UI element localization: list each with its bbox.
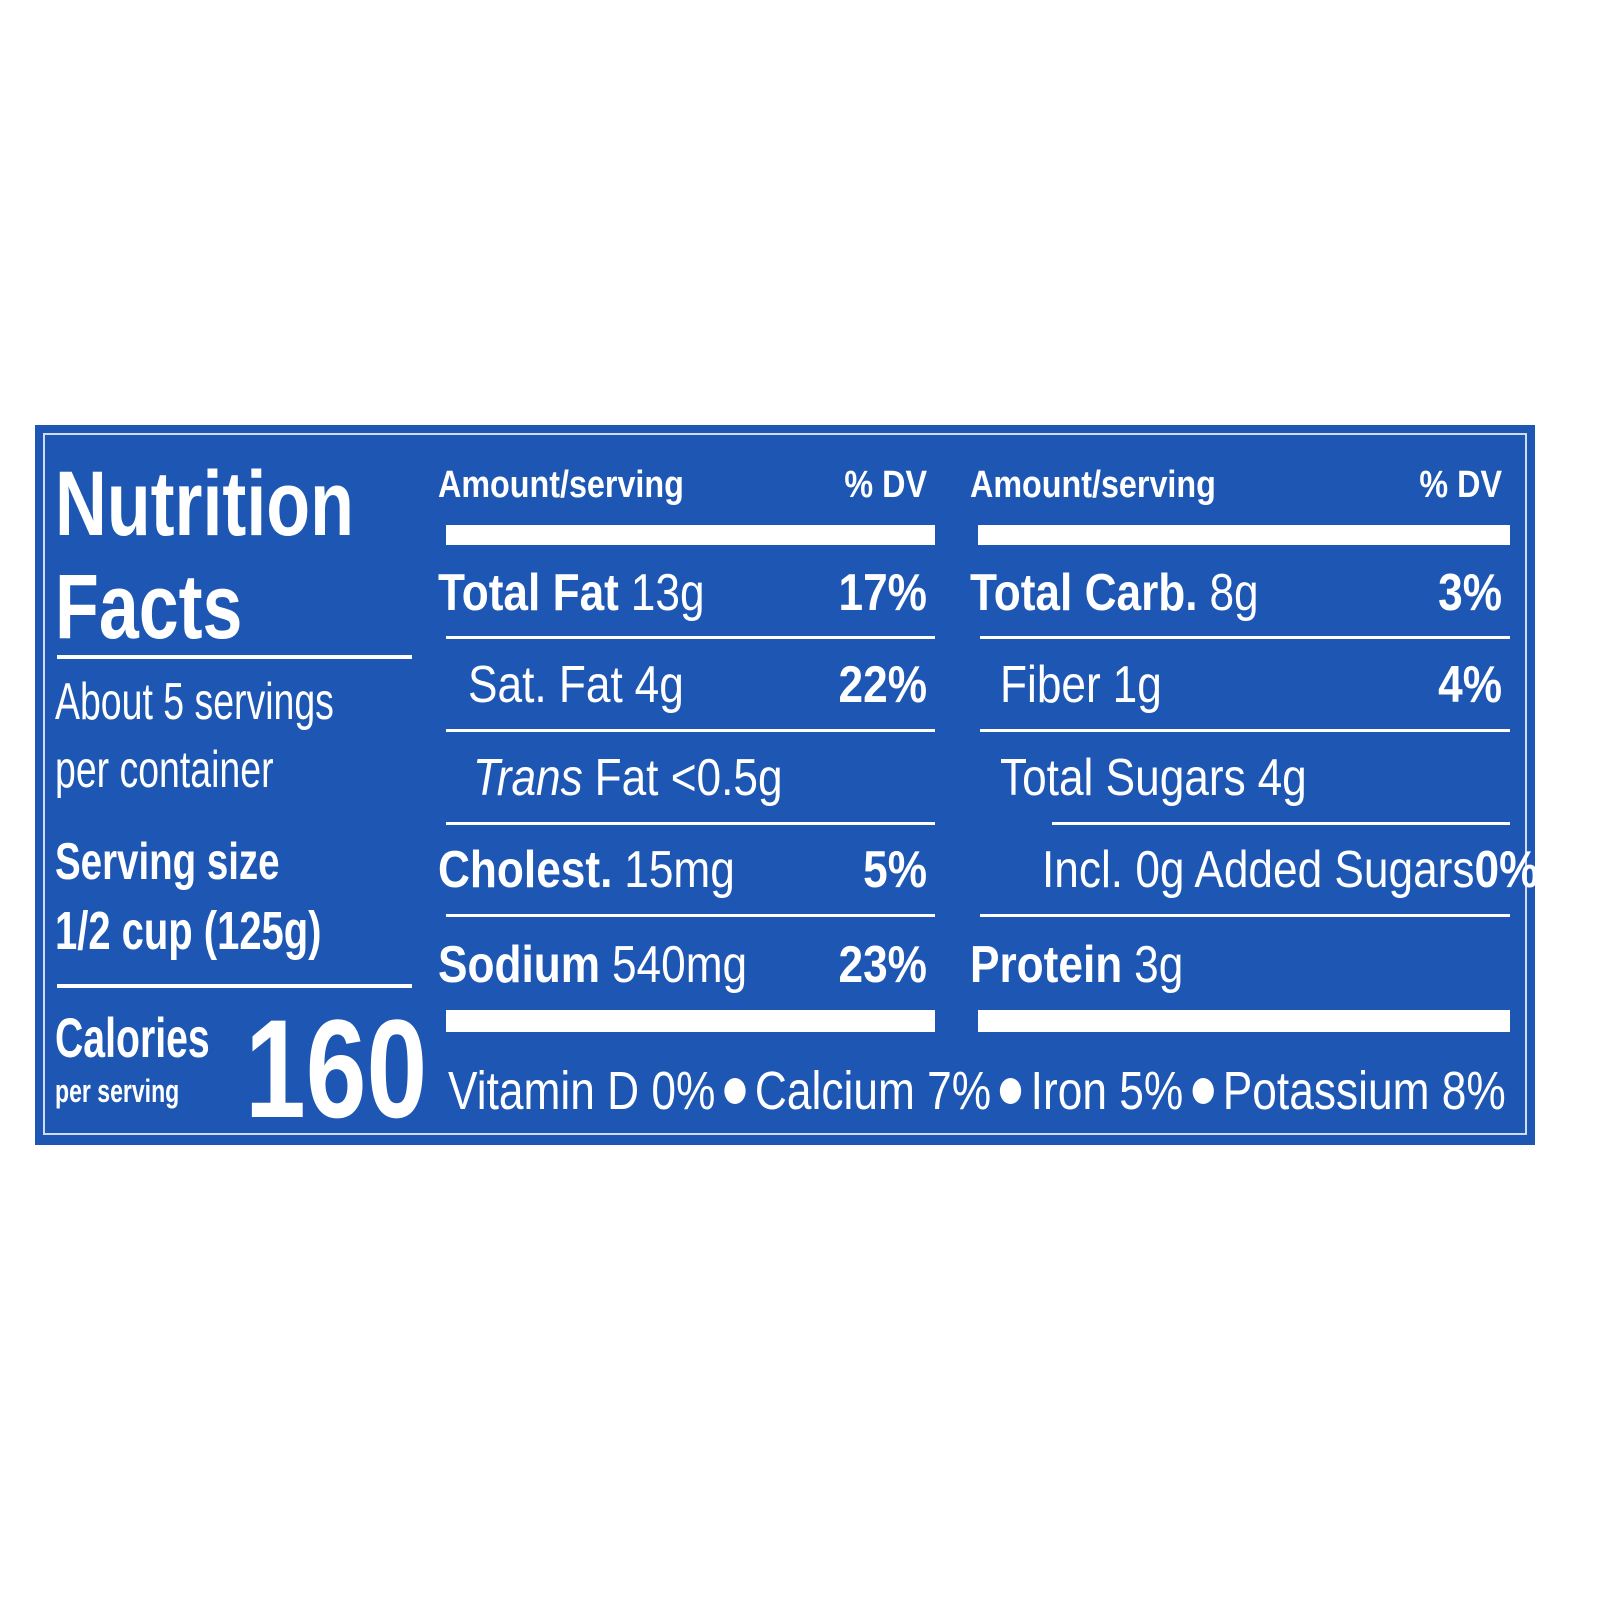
nutrient-name: Total Fat [438,564,619,622]
panel-border [43,433,1527,1135]
nutrient-name: Cholest. [438,841,613,899]
servings-text: About 5 servings [55,673,334,731]
nutrient-amount: 3g [1134,936,1184,994]
thick-bar [446,1010,935,1032]
nutrient-name: Total Carb. [970,564,1198,622]
serving-size-value: 1/2 cup (125g) [55,901,322,961]
micronutrient: Calcium 7% [754,1061,992,1121]
nutrient-row: Total Carb. 8g 3% [970,563,1502,623]
row-divider [980,914,1510,917]
micronutrient: Potassium 8% [1222,1061,1506,1121]
thick-bar [978,525,1510,545]
nutrient-row: Fiber 1g 4% [1000,655,1502,715]
bullet [1192,1078,1214,1104]
row-divider [1052,822,1510,825]
daily-value: 0% [1474,841,1539,899]
nutrient-row: Sat. Fat 4g 22% [468,655,927,715]
nutrient-amount: 8g [1209,564,1259,622]
nutrient-row: Protein 3g [970,935,1502,995]
daily-value: 22% [838,656,927,714]
dv-header: % DV [1419,463,1502,506]
daily-value: 23% [838,936,927,994]
amount-header: Amount/serving [438,463,684,506]
servings-text: per container [55,741,274,799]
nutrient-row: Incl. 0g Added Sugars 0% [1042,840,1538,900]
column-header: Amount/serving % DV [438,455,927,515]
amount-header: Amount/serving [970,463,1216,506]
bullet [1000,1078,1022,1104]
nutrient-name: Protein [970,936,1123,994]
nutrient-row: Sodium 540mg 23% [438,935,927,995]
calories-value: 160 [245,990,428,1147]
micronutrient: Vitamin D 0% [448,1061,716,1121]
dv-header: % DV [844,463,927,506]
nutrient-amount: 4g [634,656,684,714]
row-divider [446,636,935,639]
calories-sublabel: per serving [55,1073,180,1109]
daily-value: 3% [1438,564,1502,622]
thick-bar [978,1010,1510,1032]
row-divider [446,914,935,917]
nutrient-name: Sat. Fat [468,656,623,714]
row-divider [980,729,1510,732]
nutrient-row: Trans Fat <0.5g [473,748,927,808]
column-header: Amount/serving % DV [970,455,1502,515]
nutrient-row: Total Fat 13g 17% [438,563,927,623]
divider [57,655,412,659]
nutrient-amount: 4g [1257,749,1307,807]
title: Facts [55,556,243,658]
row-divider [980,636,1510,639]
bullet [724,1078,746,1104]
nutrient-amount: 15mg [624,841,735,899]
footer: Vitamin D 0% Calcium 7% Iron 5% Potassium 8… [448,1060,1506,1122]
nutrient-amount: 13g [630,564,705,622]
nutrient-row: Cholest. 15mg 5% [438,840,927,900]
nutrient-amount: 1g [1112,656,1162,714]
title: Nutrition [55,453,354,555]
daily-value: 17% [838,564,927,622]
nutrient-name: Trans [473,749,583,807]
row-divider [446,729,935,732]
serving-size-label: Serving size [55,833,280,891]
divider [57,984,412,988]
daily-value: 5% [863,841,927,899]
thick-bar [446,525,935,545]
nutrient-row: Total Sugars 4g [1000,748,1502,808]
nutrient-amount: 540mg [611,936,748,994]
nutrient-name: Total Sugars [1000,749,1246,807]
nutrient-name: Incl. 0g Added Sugars [1042,841,1475,899]
nutrient-name: Sodium [438,936,601,994]
nutrient-amount: Fat <0.5g [594,749,783,807]
daily-value: 4% [1438,656,1502,714]
row-divider [446,822,935,825]
calories-label: Calories [55,1006,210,1069]
micronutrient: Iron 5% [1030,1061,1184,1121]
nutrient-name: Fiber [1000,656,1101,714]
